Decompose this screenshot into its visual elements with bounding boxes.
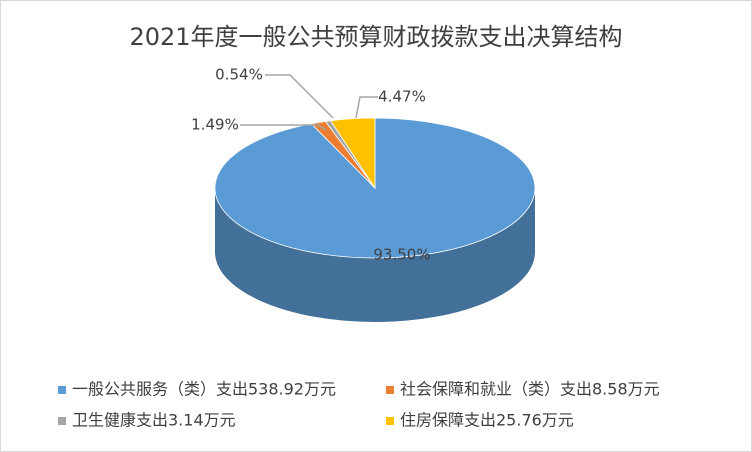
data-label: 4.47%	[378, 88, 426, 106]
data-label: 93.50%	[373, 246, 430, 264]
legend-marker	[386, 386, 394, 394]
legend-marker	[58, 386, 66, 394]
legend-label: 社会保障和就业（类）支出8.58万元	[400, 380, 660, 399]
data-label: 0.54%	[215, 66, 263, 84]
legend-label: 卫生健康支出3.14万元	[72, 411, 236, 430]
legend-label: 住房保障支出25.76万元	[400, 411, 574, 430]
leader-line	[355, 96, 378, 119]
slice-side	[215, 188, 535, 322]
legend-label: 一般公共服务（类）支出538.92万元	[72, 380, 336, 399]
pie-slice	[329, 117, 376, 190]
legend-marker	[58, 417, 66, 425]
chart-title: 2021年度一般公共预算财政拨款支出决算结构	[129, 23, 622, 51]
data-label: 1.49%	[191, 116, 239, 134]
legend-marker	[386, 417, 394, 425]
leader-line	[265, 74, 334, 119]
leader-line	[240, 124, 327, 131]
